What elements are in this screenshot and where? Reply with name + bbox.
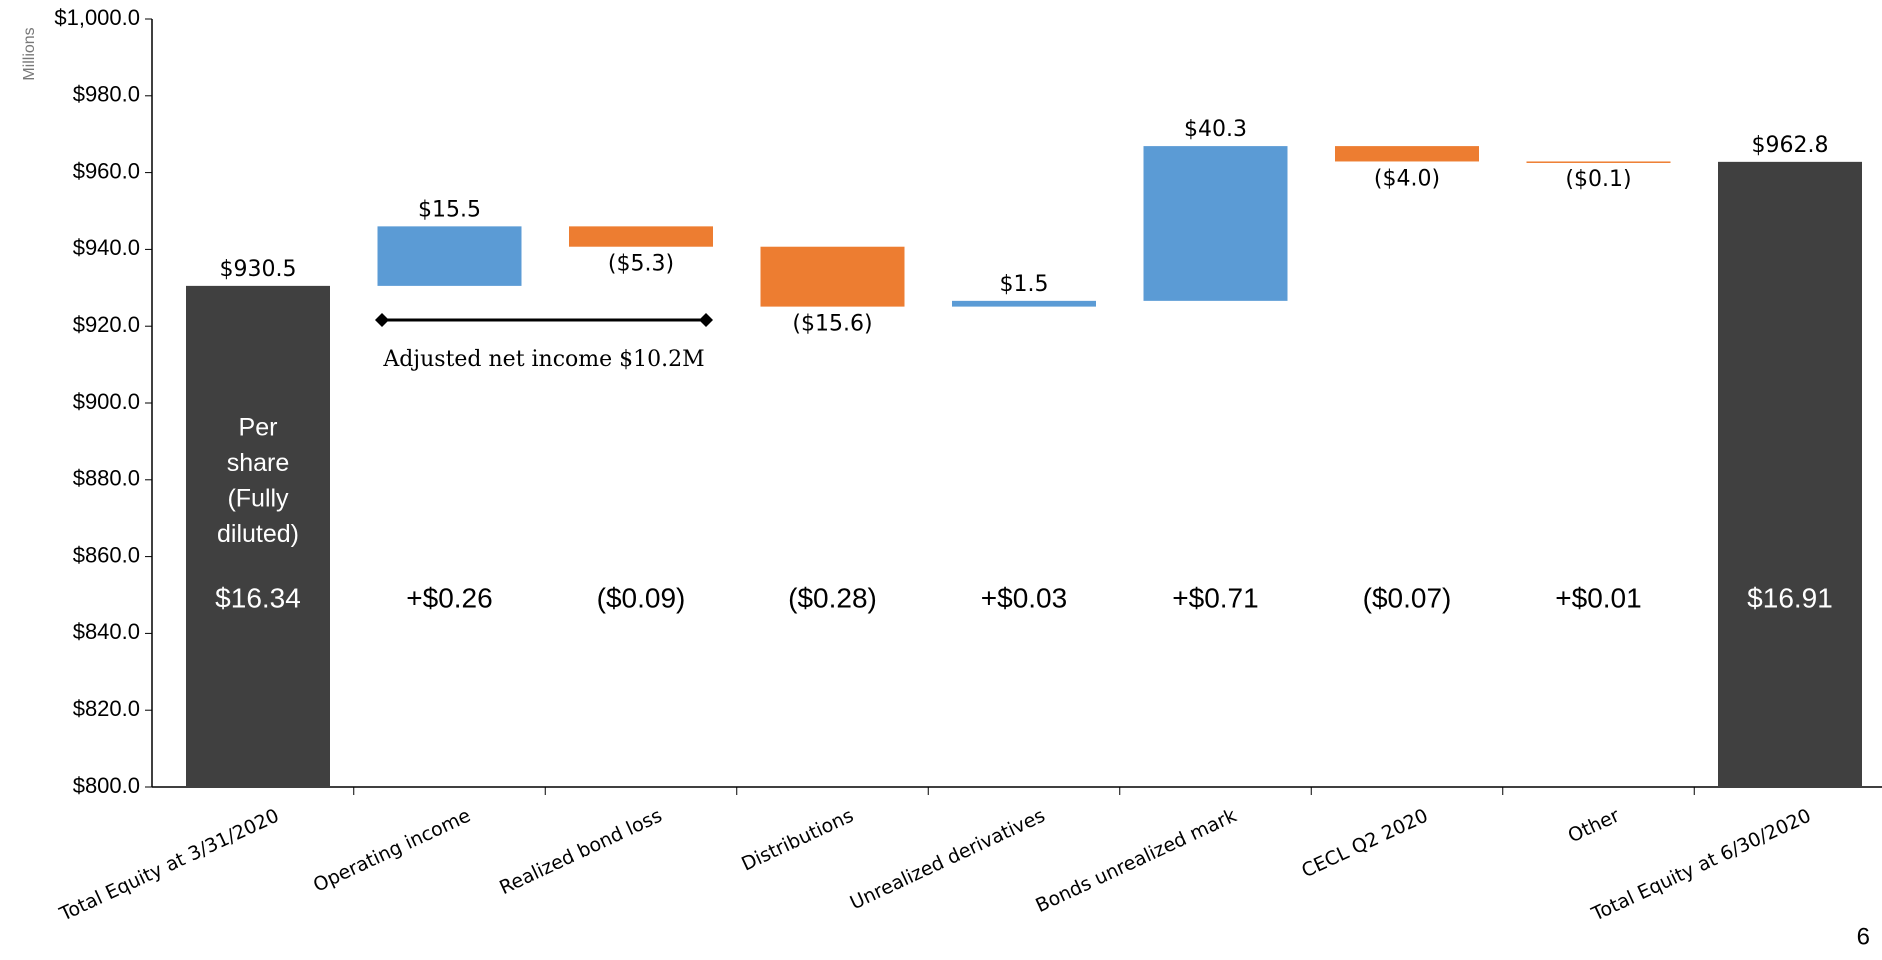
per-share-label: ($0.07) [1363, 582, 1452, 613]
value-label: ($4.0) [1374, 166, 1440, 191]
y-tick-label: $980.0 [73, 82, 140, 107]
per-share-heading: (Fully [227, 485, 289, 513]
per-share-heading: diluted) [217, 520, 299, 548]
x-tick-label: Operating income [310, 805, 474, 897]
y-tick-label: $960.0 [73, 158, 140, 183]
annotation: Adjusted net income $10.2M [382, 347, 704, 372]
x-tick-label: CECL Q2 2020 [1298, 805, 1431, 883]
y-tick-label: $820.0 [73, 696, 140, 721]
per-share-label: +$0.71 [1172, 582, 1258, 613]
per-share-heading: share [227, 449, 290, 477]
x-tick-label: Unrealized derivatives [847, 805, 1049, 915]
page-number: 6 [1857, 923, 1870, 950]
value-label: ($15.6) [792, 312, 872, 337]
bar [952, 300, 1096, 307]
value-label: $930.5 [220, 257, 297, 282]
y-tick-label: $860.0 [73, 542, 140, 567]
y-tick-label: $900.0 [73, 389, 140, 414]
per-share-label: $16.34 [215, 582, 301, 613]
x-tick-label: Bonds unrealized mark [1032, 805, 1240, 917]
y-axis-label: Millions [21, 27, 38, 80]
bar [1526, 161, 1671, 163]
per-share-label: ($0.09) [597, 582, 686, 613]
y-tick-label: $800.0 [73, 773, 140, 798]
value-label: ($5.3) [608, 252, 674, 277]
bar [1143, 146, 1288, 301]
bar [1335, 146, 1479, 162]
value-label: $40.3 [1184, 117, 1247, 142]
x-tick-label: Distributions [738, 805, 857, 876]
x-tick-label: Total Equity at 3/31/2020 [56, 805, 283, 926]
value-label: $1.5 [1000, 272, 1049, 297]
y-tick-label: $840.0 [73, 619, 140, 644]
y-tick-label: $940.0 [73, 235, 140, 260]
x-tick-label: Other [1565, 805, 1623, 848]
per-share-label: ($0.28) [788, 582, 877, 613]
per-share-label: +$0.01 [1555, 582, 1641, 613]
annotation-end [699, 313, 713, 327]
per-share-label: +$0.26 [406, 582, 492, 613]
per-share-label: $16.91 [1747, 582, 1833, 613]
per-share-heading: Per [239, 414, 278, 442]
x-tick-label: Realized bond loss [496, 805, 665, 900]
annotation-end [375, 313, 389, 327]
value-label: ($0.1) [1565, 167, 1631, 192]
bar [186, 285, 330, 787]
per-share-label: +$0.03 [981, 582, 1067, 613]
y-tick-label: $920.0 [73, 312, 140, 337]
bar [377, 226, 522, 286]
y-tick-label: $880.0 [73, 466, 140, 491]
value-label: $15.5 [418, 197, 481, 222]
value-label: $962.8 [1752, 133, 1829, 158]
bar [1718, 161, 1862, 787]
bar [760, 246, 905, 307]
bar [569, 226, 713, 247]
y-tick-label: $1,000.0 [54, 5, 140, 30]
